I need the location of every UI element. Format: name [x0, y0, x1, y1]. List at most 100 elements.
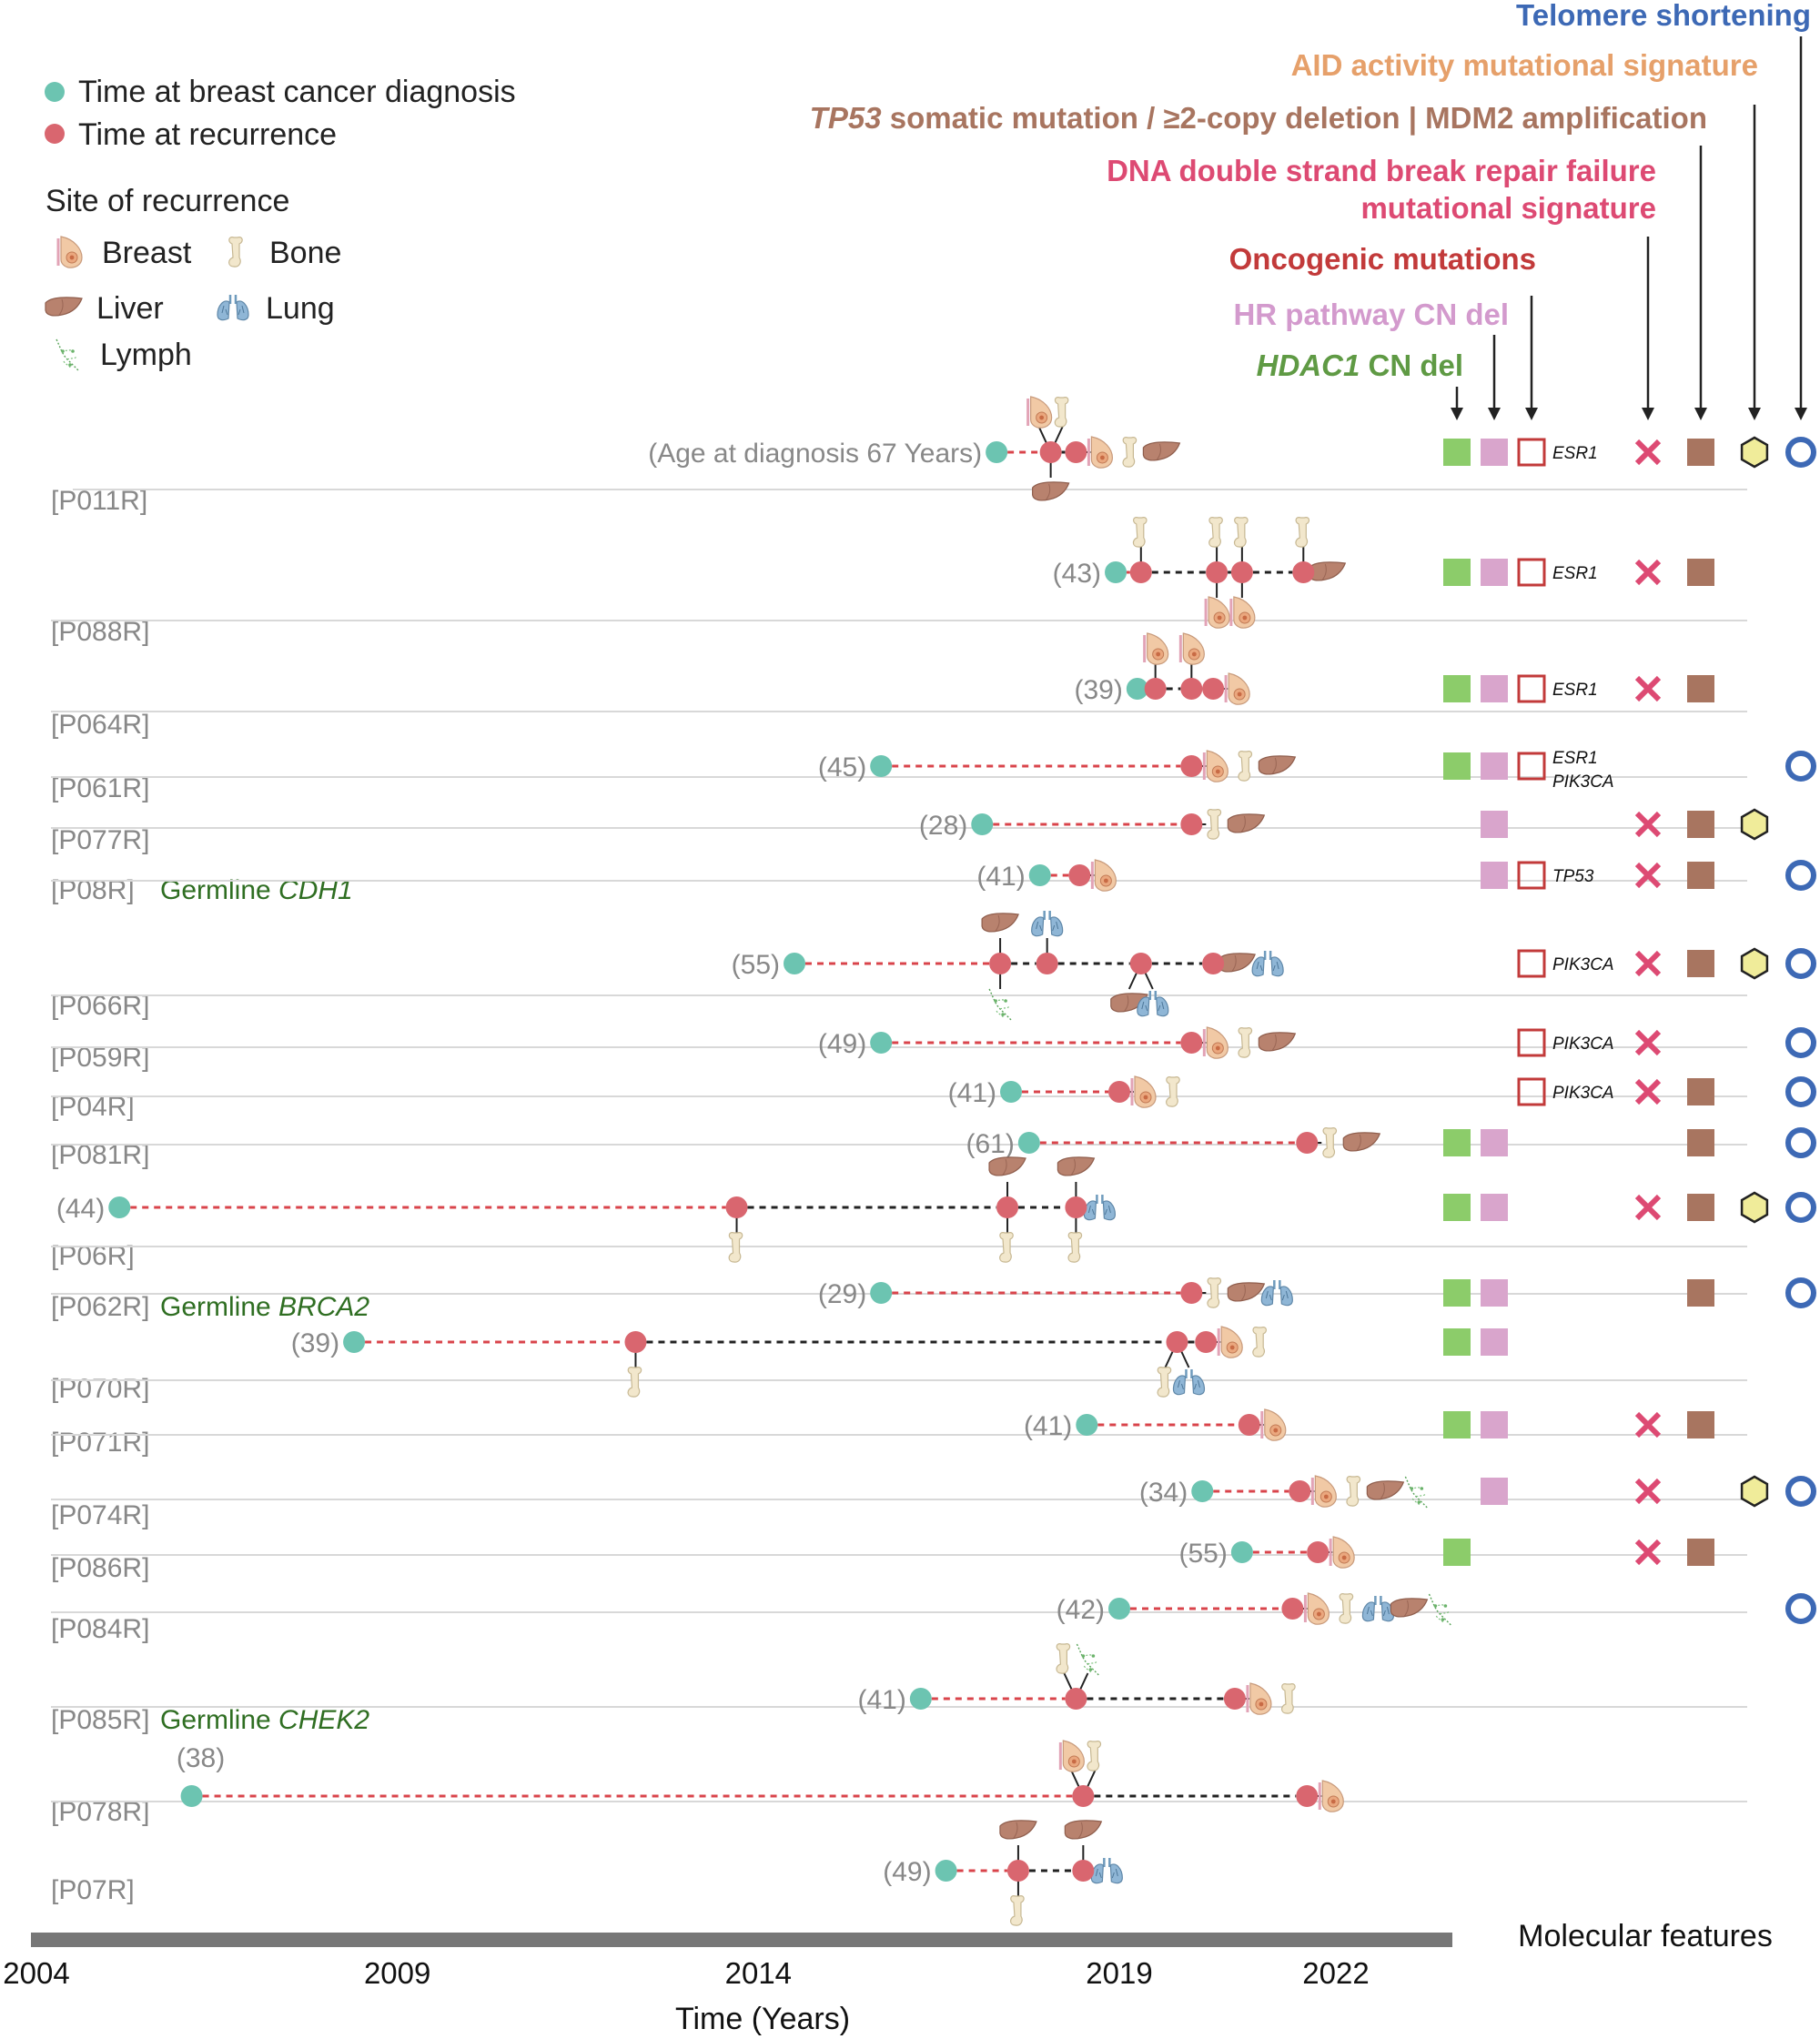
- hr-del-marker: [1481, 675, 1508, 702]
- liver-icon: [1390, 1598, 1429, 1618]
- mutated-gene-label: ESR1: [1552, 564, 1598, 583]
- patient-row: [P084R] (42): [51, 1591, 1816, 1644]
- lymph-icon: [56, 338, 79, 371]
- breast-icon: [1058, 1739, 1086, 1773]
- recurrence-dot: [1166, 1331, 1188, 1353]
- patient-row: [P04R] (41) PIK3CA: [51, 1075, 1816, 1122]
- header-hdac1: HDAC1 CN del: [1257, 348, 1463, 382]
- liver-icon: [988, 1156, 1026, 1176]
- patient-id: [P011R]: [51, 486, 147, 516]
- diagnosis-dot: [1230, 1541, 1253, 1563]
- recurrence-dot: [1129, 561, 1152, 583]
- bone-icon: [1233, 517, 1249, 548]
- lung-icon: [1083, 1193, 1117, 1221]
- telomere-marker: [1785, 1277, 1816, 1308]
- aid-signature-marker: [1740, 947, 1769, 980]
- header-tp53-gene: TP53: [810, 101, 882, 135]
- liver-icon: [1258, 755, 1296, 775]
- hdac1-del-marker: [1443, 559, 1471, 586]
- patient-id: [P064R]: [51, 710, 149, 740]
- breast-icon: [1178, 631, 1206, 666]
- diagnosis-dot: [1126, 678, 1148, 700]
- bone-icon: [1207, 809, 1222, 840]
- oncogenic-mutation-marker: [1517, 674, 1546, 703]
- hr-del-marker: [1481, 1411, 1508, 1438]
- diagnosis-dot: [1105, 561, 1127, 583]
- lung-icon: [1090, 1856, 1124, 1884]
- patient-row: [P077R] (28): [51, 808, 1769, 855]
- breast-icon: [1202, 749, 1229, 783]
- breast-icon: [1090, 858, 1117, 893]
- recurrence-dot: [996, 1196, 1019, 1218]
- tp53-marker: [1687, 1129, 1714, 1156]
- patient-id: [P077R]: [51, 825, 149, 855]
- mutated-gene-label: ESR1: [1552, 444, 1598, 463]
- bone-icon: [1238, 751, 1253, 782]
- age-label: (44): [56, 1194, 105, 1224]
- oncogenic-mutation-marker: [1517, 949, 1546, 978]
- recurrence-dot: [1072, 1785, 1095, 1807]
- tp53-marker: [1687, 862, 1714, 889]
- bone-icon: [1166, 1076, 1180, 1107]
- germline-label: Germline BRCA2: [160, 1292, 369, 1322]
- recurrence-dot: [1202, 678, 1225, 700]
- hdac1-del-marker: [1443, 1411, 1471, 1438]
- bone-icon: [1207, 1277, 1222, 1308]
- germline-prefix: Germline: [160, 1705, 278, 1735]
- breast-icon: [1246, 1681, 1273, 1716]
- hr-del-marker: [1481, 811, 1508, 838]
- mutated-gene-label: PIK3CA: [1552, 1035, 1614, 1054]
- oncogenic-mutation-marker: [1517, 752, 1546, 781]
- age-label: (39): [1074, 675, 1122, 705]
- diagnosis-dot: [108, 1196, 131, 1218]
- patient-id: [P088R]: [51, 617, 149, 647]
- breast-icon: [1087, 435, 1114, 469]
- recurrence-dot: [1296, 1132, 1319, 1154]
- age-label: (41): [976, 862, 1025, 892]
- breast-icon: [1224, 671, 1251, 706]
- liver-icon: [1227, 1282, 1265, 1302]
- aid-signature-marker: [1740, 808, 1769, 841]
- breast-icon: [1310, 1474, 1338, 1509]
- diagnosis-dot: [343, 1331, 366, 1353]
- diagnosis-dot: [935, 1860, 957, 1882]
- legend-recurrence-dot: [45, 124, 65, 144]
- hr-del-marker: [1481, 1194, 1508, 1221]
- mutated-gene-label: ESR1: [1552, 749, 1598, 768]
- patient-row: [P061R] (45) ESR1 PIK3CA: [51, 749, 1816, 803]
- lung-icon: [1250, 949, 1285, 977]
- recurrence-dot: [1296, 1785, 1319, 1807]
- tp53-marker: [1687, 675, 1714, 702]
- telomere-marker: [1785, 437, 1816, 468]
- legend-site-liver: Liver: [96, 291, 164, 326]
- axis-tick-label: 2009: [364, 1956, 430, 1990]
- legend-site-title: Site of recurrence: [46, 184, 289, 218]
- patient-id: [P08R]: [51, 875, 135, 905]
- age-label: (41): [1024, 1411, 1072, 1441]
- patient-row: [P064R] (39) ESR1: [51, 631, 1747, 740]
- recurrence-dot: [624, 1331, 647, 1353]
- hdac1-del-marker: [1443, 439, 1471, 466]
- legend-diagnosis-dot: [45, 82, 65, 102]
- breast-icon: [1260, 1408, 1288, 1442]
- diagnosis-dot: [909, 1688, 932, 1710]
- axis-tick-label: 2004: [3, 1956, 69, 1990]
- patient-row: [P070R] (39): [51, 1325, 1747, 1404]
- oncogenic-mutation-marker: [1517, 1028, 1546, 1057]
- tp53-marker: [1687, 1539, 1714, 1566]
- patient-row: [P062R] Germline BRCA2 (29): [51, 1277, 1816, 1322]
- dsb-signature-marker: [1634, 1194, 1662, 1221]
- age-label: (55): [1179, 1539, 1228, 1569]
- tp53-marker: [1687, 1078, 1714, 1105]
- diagnosis-dot: [870, 755, 893, 777]
- mutated-gene-label: ESR1: [1552, 681, 1598, 700]
- germline-label: Germline CDH1: [160, 875, 353, 905]
- recurrence-dot: [1292, 561, 1315, 583]
- hr-del-marker: [1481, 559, 1508, 586]
- patient-row: [P07R] (49): [51, 1820, 1124, 1926]
- bone-icon: [1054, 397, 1069, 428]
- x-axis-title: Time (Years): [675, 2002, 850, 2036]
- patient-row: [P078R](38): [51, 1739, 1747, 1827]
- dsb-signature-marker: [1634, 950, 1662, 977]
- patient-id: [P086R]: [51, 1553, 149, 1583]
